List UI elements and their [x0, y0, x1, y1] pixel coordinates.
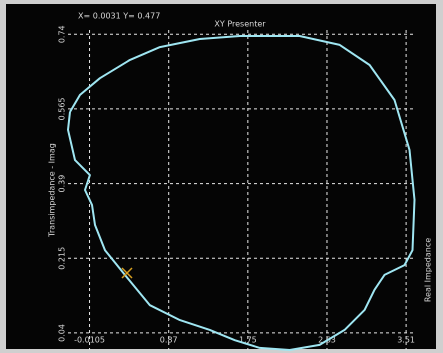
cursor-marker [121, 267, 133, 279]
y-tick-label: 0.74 [58, 25, 67, 43]
x-tick-label: 1.75 [239, 336, 257, 345]
y-tick-label: 0.39 [58, 175, 67, 193]
y-tick-label: 0.565 [58, 97, 67, 120]
xy-curve [67, 35, 416, 351]
y-axis-label: Transimpedance - Imag [48, 143, 57, 238]
chart-title: XY Presenter [214, 20, 266, 29]
y-tick-label: 0.215 [58, 247, 67, 270]
cursor-readout: X= 0.0031 Y= 0.477 [78, 12, 160, 21]
x-tick-label: 3.51 [397, 336, 415, 345]
x-axis-label: Real Impedance [424, 238, 433, 302]
y-tick-label: 0.04 [58, 324, 67, 342]
x-tick-label: 0.87 [160, 336, 178, 345]
x-tick-label: -0.0105 [74, 336, 105, 345]
